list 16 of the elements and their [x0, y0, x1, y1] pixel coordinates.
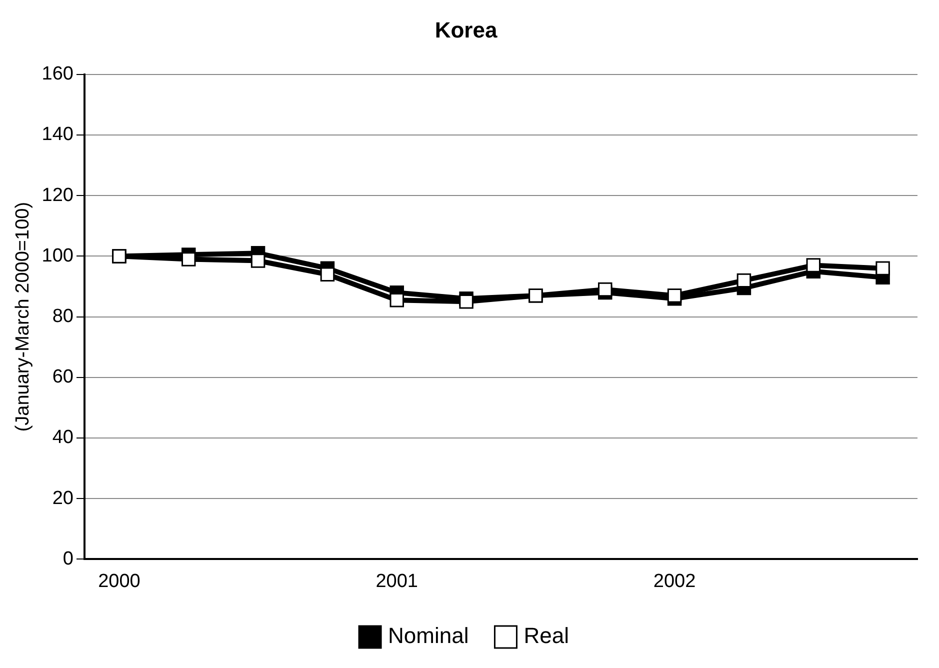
y-tick-label: 0 — [62, 548, 74, 570]
y-tick-label: 40 — [52, 427, 74, 448]
y-tick-label: 80 — [52, 306, 74, 328]
chart-title: Korea — [434, 17, 498, 42]
legend-label: Real — [524, 623, 569, 648]
y-tick-label: 20 — [52, 488, 74, 509]
legend-label: Nominal — [388, 623, 469, 648]
y-axis-title: (January-March 2000=100) — [12, 202, 34, 432]
y-tick-label: 120 — [42, 184, 74, 206]
y-tick-label: 140 — [42, 124, 74, 146]
x-tick-label: 2002 — [653, 570, 696, 592]
y-tick-label: 100 — [42, 245, 74, 266]
y-tick-label: 160 — [42, 64, 74, 85]
x-tick-label: 2000 — [98, 570, 140, 592]
y-tick-label: 60 — [52, 366, 74, 388]
x-tick-label: 2001 — [376, 570, 418, 592]
